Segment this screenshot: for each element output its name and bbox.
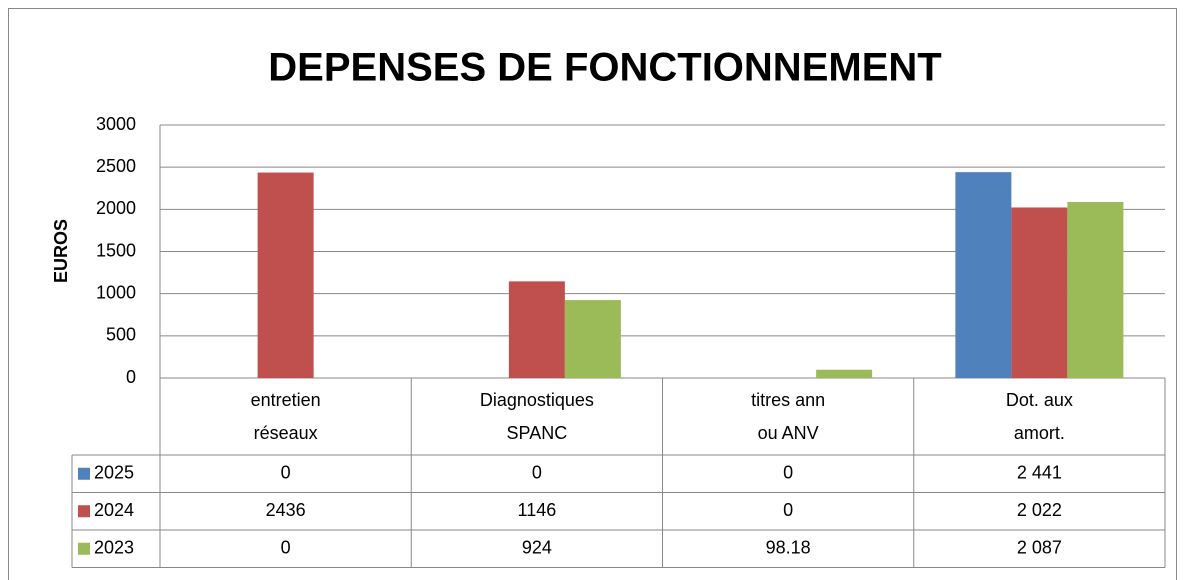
bar [257, 172, 314, 378]
table-value: 0 [532, 463, 542, 483]
y-tick-label: 3000 [96, 114, 136, 134]
table-value: 2 087 [1017, 538, 1062, 558]
bar [955, 172, 1012, 378]
chart-title: DEPENSES DE FONCTIONNEMENT [268, 46, 941, 90]
table-value: 0 [281, 463, 291, 483]
x-tick-label: Diagnostiques SPANC [479, 389, 594, 443]
legend-key [78, 542, 90, 555]
x-tick-cell: titres ann ou ANV [751, 389, 826, 443]
y-tick-label: 2000 [96, 198, 136, 218]
table-value: 2436 [266, 500, 306, 520]
y-axis-label: EUROS [51, 219, 71, 283]
x-tick-label: entretien réseaux [250, 389, 321, 443]
table-value: 0 [281, 538, 291, 558]
bar [564, 300, 621, 378]
y-tick-label: 0 [126, 367, 136, 387]
table-value: 2 022 [1017, 500, 1062, 520]
legend-label: 2025 [94, 463, 134, 483]
x-tick-label: titres ann ou ANV [751, 389, 826, 443]
legend-label: 2024 [94, 500, 134, 520]
table-value: 0 [783, 500, 793, 520]
bar [508, 281, 565, 378]
x-tick-cell: Diagnostiques SPANC [479, 389, 594, 443]
x-tick-cell: Dot. aux amort. [1005, 389, 1073, 443]
table-value: 1146 [518, 500, 557, 520]
table-value: 0 [783, 463, 793, 483]
legend-label: 2023 [94, 538, 134, 558]
legend-key [78, 505, 90, 518]
legend-key [78, 467, 90, 480]
x-tick-cell: entretien réseaux [250, 389, 321, 443]
bar [1011, 207, 1068, 378]
bar [1067, 201, 1124, 378]
table-value: 98.18 [766, 538, 811, 558]
y-tick-label: 500 [106, 325, 136, 345]
y-tick-label: 2500 [96, 156, 136, 176]
x-tick-label: Dot. aux amort. [1005, 389, 1073, 443]
table-value: 2 441 [1017, 463, 1062, 483]
y-tick-label: 1000 [96, 282, 136, 302]
table-value: 924 [522, 538, 552, 558]
y-tick-label: 1500 [96, 240, 136, 260]
bar [816, 369, 873, 378]
